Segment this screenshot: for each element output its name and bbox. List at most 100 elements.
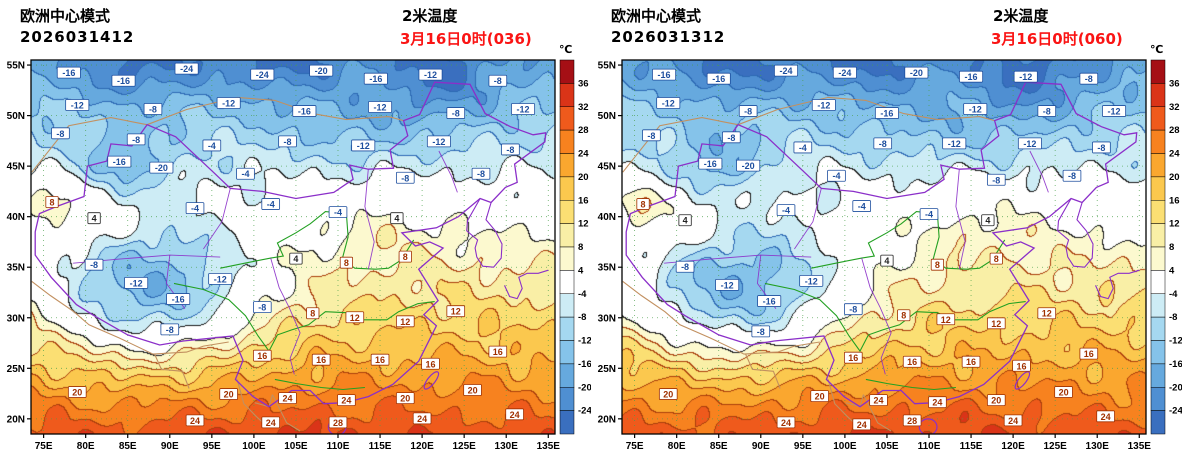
contour-label-box — [1102, 105, 1127, 117]
forecast-panel-left: 欧洲中心模式 2米温度 2026031412 3月16日0时(036) 75E 8… — [7, 7, 591, 452]
contour-label-value: -8 — [506, 145, 514, 155]
contour-label-value: -12 — [1108, 107, 1121, 117]
contour-label-value: -8 — [1097, 143, 1105, 153]
lat-tick-label: 30N — [7, 313, 25, 324]
lat-tick-label: 55N — [598, 61, 616, 72]
contour-label-box — [446, 107, 466, 119]
contour-label-box — [143, 103, 163, 115]
contour-label-box — [278, 392, 297, 405]
lon-tick-label: 105E — [875, 441, 899, 452]
contour-label-value: -8 — [132, 135, 140, 145]
contour-label-value: -12 — [1019, 72, 1032, 82]
contour-label-value: -8 — [452, 109, 460, 119]
contour-label-value: -8 — [879, 139, 887, 149]
lon-tick-label: 75E — [35, 441, 53, 452]
contour-label-value: -12 — [817, 100, 830, 110]
contour-label-value: -16 — [658, 70, 671, 80]
contour-label-value: 20 — [663, 390, 673, 400]
contour-label-box — [395, 171, 415, 184]
contour-label-value: 20 — [1059, 388, 1069, 398]
contour-label-value: 16 — [375, 355, 385, 365]
foreign-border-line — [271, 394, 301, 432]
contour-label-value: -16 — [113, 157, 126, 167]
contour-label-value: -8 — [284, 137, 292, 147]
contour-label-box — [930, 258, 945, 271]
contour-label-value: -8 — [149, 105, 157, 115]
contour-label-value: 12 — [991, 319, 1001, 329]
china-boundary — [34, 81, 547, 408]
colorbar-tick-label: 36 — [1169, 78, 1180, 89]
contour-label-box — [174, 62, 199, 75]
colorbar-segment — [1150, 410, 1166, 435]
contour-label-box — [774, 64, 799, 77]
contour-label-box — [902, 414, 922, 427]
contour-label-box — [1013, 70, 1038, 83]
contour-label-value: -20 — [742, 161, 755, 171]
contour-label-value: -16 — [172, 295, 185, 305]
contour-label-value: 12 — [941, 315, 951, 325]
colorbar-segment — [1150, 176, 1166, 201]
colorbar: 36 32 28 24 20 16 12 8 4 -4 -8 -12 -16 -20 -24 ℃ — [559, 44, 591, 435]
foreign-border-line — [862, 394, 892, 432]
colorbar-segment — [1150, 363, 1166, 388]
colorbar-segment — [1150, 340, 1166, 365]
contour-label-box — [1012, 359, 1031, 372]
contour-label-value: 20 — [400, 394, 410, 404]
contour-label-box — [261, 198, 281, 210]
lon-tick-label: 75E — [626, 441, 644, 452]
lat-tick-label: 35N — [7, 263, 25, 274]
contour-label-box — [253, 349, 272, 362]
lon-tick-label: 130E — [495, 441, 519, 452]
contour-label-box — [446, 305, 466, 318]
contour-label-value: -16 — [965, 72, 978, 82]
contour-label-box — [1017, 137, 1042, 150]
lon-tick-label: 125E — [452, 441, 476, 452]
contour-label-value: 12 — [1042, 309, 1052, 319]
china-boundary — [625, 81, 1138, 408]
contour-label-value: 12 — [350, 313, 360, 323]
contour-label-value: 24 — [932, 398, 942, 408]
contour-label-value: 8 — [310, 309, 315, 319]
colorbar-segment — [559, 200, 575, 224]
contour-label-value: 8 — [50, 198, 55, 208]
contour-label-box — [928, 396, 947, 409]
contour-label-box — [902, 355, 922, 368]
contour-label-box — [1037, 105, 1057, 117]
contour-label-box — [395, 315, 415, 328]
contour-label-box — [959, 70, 984, 83]
lon-tick-label: 135E — [1128, 441, 1152, 452]
lat-tick-label: 25N — [598, 364, 616, 375]
lat-tick-label: 20N — [7, 414, 25, 425]
contour-label-box — [832, 66, 857, 79]
valid-time-label: 3月16日0时(036) — [400, 30, 532, 48]
contour-label-box — [107, 155, 132, 168]
colorbar-segment — [559, 410, 575, 435]
lat-tick-label: 45N — [598, 162, 616, 173]
contour-label-box — [328, 416, 348, 429]
contour-label-box — [636, 198, 650, 210]
colorbar-tick-label: -24 — [578, 406, 591, 417]
contour-label-value: 24 — [266, 418, 276, 428]
lat-tick-label: 40N — [7, 212, 25, 223]
contour-label-value: 8 — [994, 254, 999, 264]
contour-label-value: 24 — [283, 394, 293, 404]
contour-label-box — [678, 214, 692, 227]
colorbar: 36 32 28 24 20 16 12 8 4 -4 -8 -12 -16 -20 -24 ℃ — [1150, 44, 1182, 435]
axes: 75E 80E 85E 90E 95E 100E 105E 110E 115E 120E 125E 1… — [7, 61, 561, 452]
foreign-border-line — [31, 280, 229, 355]
colorbar-segment — [559, 153, 575, 178]
contour-label-box — [84, 258, 104, 271]
colorbar-segment — [1150, 153, 1166, 178]
contour-label-value: -12 — [130, 278, 143, 288]
province-boundary — [203, 188, 231, 250]
contour-label-box — [208, 272, 233, 285]
colorbar-segment — [1150, 59, 1166, 84]
colorbar-tick-label: -8 — [578, 312, 586, 323]
contour-label-value: 4 — [92, 214, 97, 224]
contour-label-box — [936, 313, 956, 326]
contour-labels: -16 -16 -24 -24 -20 -16 -12 -8 -12 -8 -12 -16 -12 -8 -… — [45, 62, 536, 429]
colorbar-tick-label: 16 — [1169, 195, 1180, 206]
contour-label-box — [1079, 72, 1099, 85]
lon-tick-label: 95E — [794, 441, 812, 452]
contour-label-value: -4 — [191, 204, 199, 214]
